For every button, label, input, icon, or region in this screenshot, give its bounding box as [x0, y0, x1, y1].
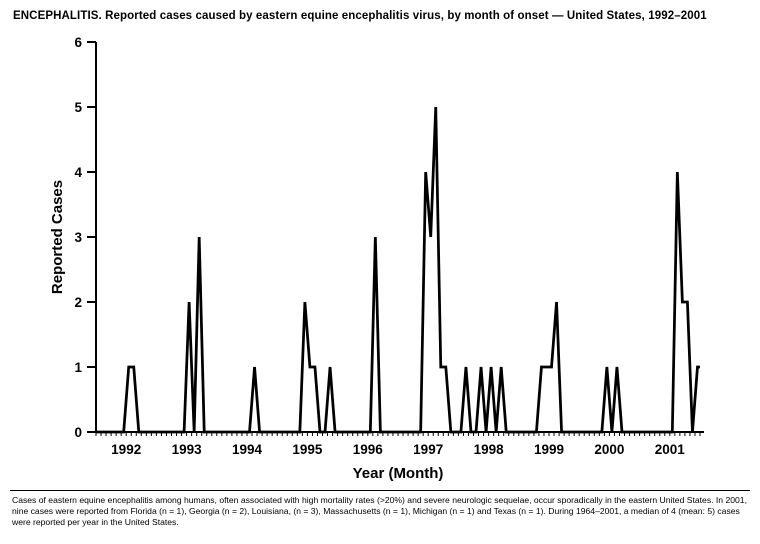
y-tick-label: 2: [74, 295, 82, 310]
y-tick-label: 1: [74, 360, 82, 375]
y-tick-label: 4: [74, 165, 82, 180]
x-year-label: 1992: [111, 442, 141, 457]
x-year-label: 1997: [413, 442, 443, 457]
y-axis-title: Reported Cases: [49, 180, 66, 294]
y-tick-label: 6: [74, 35, 82, 50]
footnote-divider: [10, 490, 750, 491]
eee-cases-by-month-line-chart: 0 1 2 3 4 5 6 1992 1993 1994 1995 1996 1997 1998 1999 2…: [49, 35, 704, 482]
x-year-label: 1993: [172, 442, 203, 457]
x-axis-title: Year (Month): [353, 465, 444, 482]
reported-cases-line: [96, 106, 700, 434]
x-year-label: 2000: [594, 442, 624, 457]
y-tick-label: 0: [74, 425, 82, 440]
y-tick-label: 5: [74, 100, 82, 115]
chart-title: ENCEPHALITIS. Reported cases caused by e…: [13, 10, 707, 22]
x-year-label: 1995: [292, 442, 323, 457]
y-tick-label: 3: [74, 230, 82, 245]
x-year-label: 1999: [534, 442, 564, 457]
x-year-label: 2001: [655, 442, 686, 457]
x-year-label: 1996: [353, 442, 384, 457]
footnote-text: Cases of eastern equine encephalitis amo…: [12, 495, 747, 527]
x-year-label: 1998: [474, 442, 505, 457]
x-year-label: 1994: [232, 442, 263, 457]
